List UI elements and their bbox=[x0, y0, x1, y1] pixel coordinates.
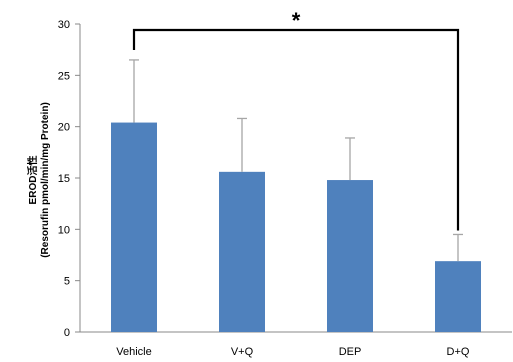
y-tick-label: 15 bbox=[58, 173, 70, 185]
bar bbox=[219, 171, 265, 332]
bars bbox=[111, 122, 481, 332]
y-tick-label: 5 bbox=[64, 276, 70, 288]
x-tick-label: DEP bbox=[339, 346, 362, 358]
bar bbox=[435, 261, 481, 332]
x-tick-label: D+Q bbox=[447, 346, 470, 358]
bar bbox=[327, 180, 373, 332]
significance-star: * bbox=[292, 8, 301, 33]
significance-bracket-line bbox=[132, 28, 460, 231]
y-axis-label-line2: (Resorufin pmol/min/mg Protein) bbox=[40, 102, 51, 258]
y-tick-label: 25 bbox=[58, 70, 70, 82]
y-tick-label: 30 bbox=[58, 19, 70, 31]
y-ticks: 0 5 10 15 20 25 30 bbox=[58, 19, 80, 339]
y-tick-label: 20 bbox=[58, 122, 70, 134]
error-bars bbox=[129, 59, 463, 262]
x-tick-label: Vehicle bbox=[116, 346, 151, 358]
y-axis-title: EROD活性 (Resorufin pmol/min/mg Protein) bbox=[26, 102, 51, 258]
y-tick-label: 0 bbox=[64, 327, 70, 339]
y-tick-label: 10 bbox=[58, 224, 70, 236]
x-tick-label: V+Q bbox=[231, 346, 254, 358]
bar bbox=[111, 122, 157, 332]
significance-bracket: * bbox=[132, 8, 460, 231]
y-axis-label-line1: EROD活性 bbox=[26, 156, 39, 205]
x-tick-labels: Vehicle V+Q DEP D+Q bbox=[116, 346, 470, 358]
